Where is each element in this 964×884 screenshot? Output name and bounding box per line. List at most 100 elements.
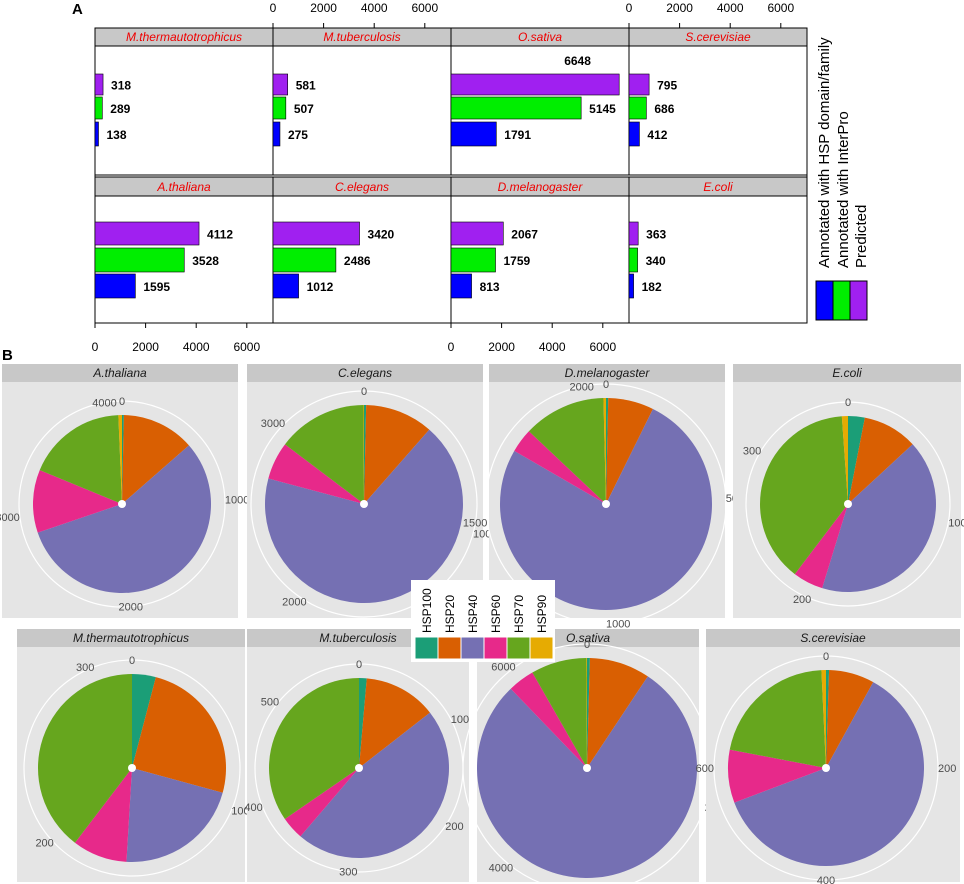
pie-chart-panel: B A.thaliana01000200030004000C.elegans01… xyxy=(0,347,964,884)
axis-tick-label: 6000 xyxy=(767,1,794,15)
legend-swatch-hsp20 xyxy=(437,636,462,660)
bar xyxy=(272,247,337,273)
legend-label: HSP90 xyxy=(535,595,549,633)
pie-slice-hsp20 xyxy=(359,678,430,768)
legend-swatch-hsp100 xyxy=(414,636,439,660)
angular-tick-label: 0 xyxy=(584,639,590,651)
legend-swatch xyxy=(815,280,834,321)
axis-tick-label: 0 xyxy=(626,1,633,15)
pie-facet-e-coli: E.coli 0 100 200 300 xyxy=(733,364,964,618)
axis-tick-label: 2000 xyxy=(132,340,159,354)
bar xyxy=(94,73,104,96)
pie-slice-hsp40 xyxy=(734,682,925,867)
pie-slice-hsp40 xyxy=(264,429,463,603)
bar-value-label: 4112 xyxy=(207,228,233,242)
bar xyxy=(450,273,472,299)
bar-value-label: 412 xyxy=(647,128,667,142)
grid-circle xyxy=(18,400,226,608)
angular-tick-label: 400 xyxy=(244,802,262,814)
pie-slice-hsp20 xyxy=(606,398,653,504)
bar-value-label: 318 xyxy=(111,79,131,93)
pie-slice-hsp100 xyxy=(364,404,367,504)
angular-tick-label: 500 xyxy=(261,696,279,708)
facet-strip xyxy=(733,364,961,382)
axis-tick-label: 4000 xyxy=(361,1,388,15)
facet-title: D.melanogaster xyxy=(498,180,584,194)
pie-slice-hsp20 xyxy=(848,417,913,504)
pie-slice-hsp90 xyxy=(603,398,606,504)
bar-value-label: 3420 xyxy=(368,228,395,242)
axis-tick-label: 6000 xyxy=(589,340,616,354)
facet-title: M.thermautotrophicus xyxy=(126,30,242,44)
pie-facet-m-tuberculosis: M.tuberculosis 0 100 200 300 400 500 xyxy=(244,629,469,882)
bar-value-label: 686 xyxy=(654,102,674,116)
pie-slice-hsp70 xyxy=(284,405,364,504)
angular-tick-label: 200 xyxy=(793,594,811,606)
bar xyxy=(628,273,634,299)
grid-circle xyxy=(713,655,939,881)
bar xyxy=(628,121,640,147)
bar-value-label: 138 xyxy=(106,128,126,142)
legend-swatch xyxy=(832,280,851,321)
facet-title: M.tuberculosis xyxy=(319,631,396,645)
pie-slice-hsp90 xyxy=(586,657,587,768)
panel-label-a: A xyxy=(72,1,83,18)
facet-strip xyxy=(489,364,725,382)
bar-value-label: 581 xyxy=(296,79,316,93)
pie-slice-hsp40 xyxy=(499,408,712,610)
axis-tick-label: 0 xyxy=(448,340,455,354)
bar xyxy=(450,247,496,273)
angular-tick-label: 400 xyxy=(817,875,835,884)
facet-panel-border xyxy=(628,176,808,324)
bar xyxy=(450,73,620,96)
angular-tick-label: 0 xyxy=(845,397,851,409)
axis-tick-label: 6000 xyxy=(411,1,438,15)
pie-center-dot xyxy=(128,764,136,772)
pie-facet-d-melanogaster: D.melanogaster0500100015002000 xyxy=(463,364,744,630)
pie-slice-hsp40 xyxy=(822,444,936,592)
pie-slice-hsp90 xyxy=(363,404,364,504)
pie-center-dot xyxy=(602,500,610,508)
bar-value-label: 6648 xyxy=(564,54,591,68)
bar xyxy=(272,221,360,246)
bar xyxy=(272,96,287,120)
angular-tick-label: 100 xyxy=(231,806,249,818)
axis-tick-label: 2000 xyxy=(666,1,693,15)
facet-title: A.thaliana xyxy=(92,366,147,380)
facet-title: O.sativa xyxy=(518,30,562,44)
angular-tick-label: 200 xyxy=(445,821,463,833)
angular-tick-label: 2000 xyxy=(569,382,593,394)
pie-center-dot xyxy=(844,500,852,508)
pie-slice-hsp20 xyxy=(132,677,227,793)
bar-value-label: 1791 xyxy=(504,128,531,142)
legend-label: HSP70 xyxy=(512,595,526,633)
bar-chart-panel: A 0 2000 4000 6000 0 2000 4000 6000 0 2000 4000 600… xyxy=(72,1,808,354)
legend-swatch-hsp40 xyxy=(460,636,485,660)
pie-legend: HSP100 HSP20 HSP40 HSP60 HSP70 HSP90 xyxy=(411,580,555,662)
facet-strip xyxy=(706,629,960,647)
pie-slice-hsp60 xyxy=(284,768,359,837)
bar-value-label: 795 xyxy=(657,79,677,93)
angular-tick-label: 0 xyxy=(823,651,829,663)
angular-tick-label: 600 xyxy=(696,763,714,775)
pie-center-dot xyxy=(118,500,126,508)
bar xyxy=(628,221,639,246)
pie-slice-hsp100 xyxy=(848,416,865,504)
angular-tick-label: 6000 xyxy=(491,662,515,674)
legend-label: Predicted xyxy=(853,205,870,268)
bar xyxy=(272,73,288,96)
pie-slice-hsp60 xyxy=(33,470,123,533)
pie-facet-o-sativa: O.sativa0200040006000 xyxy=(462,629,729,884)
angular-tick-label: 0 xyxy=(603,379,609,391)
panel-label-b: B xyxy=(2,347,13,364)
legend-swatch-hsp60 xyxy=(483,636,508,660)
legend-label: HSP20 xyxy=(443,595,457,633)
pie-slice-hsp100 xyxy=(826,670,830,768)
pie-slice-hsp40 xyxy=(37,445,212,594)
pie-slice-hsp60 xyxy=(268,444,364,504)
legend-label: Annotated with InterPro xyxy=(835,111,852,268)
angular-tick-label: 300 xyxy=(339,867,357,879)
pie-slice-hsp100 xyxy=(359,678,367,768)
